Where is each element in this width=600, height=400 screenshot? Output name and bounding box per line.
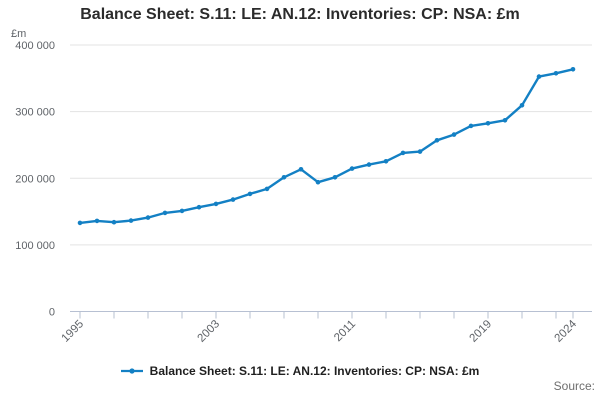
x-tick-label: 2003 [196, 318, 223, 345]
data-point-2021 [519, 103, 525, 108]
data-point-2022 [536, 74, 542, 79]
data-point-2003 [213, 201, 219, 207]
data-point-2001 [179, 208, 185, 214]
data-point-2023 [553, 71, 559, 76]
data-point-2002 [196, 204, 202, 210]
data-point-2018 [468, 123, 474, 129]
source-label: Source: [553, 379, 595, 393]
data-point-2004 [230, 197, 236, 202]
chart-title: Balance Sheet: S.11: LE: AN.12: Inventor… [80, 6, 520, 23]
y-tick-label: 200 000 [15, 173, 55, 185]
data-point-1997 [111, 219, 117, 225]
legend: Balance Sheet: S.11: LE: AN.12: Inventor… [0, 364, 600, 378]
data-point-1998 [128, 218, 134, 223]
data-point-2017 [451, 132, 457, 137]
data-point-2016 [434, 138, 440, 143]
data-point-2010 [332, 175, 338, 180]
y-tick-label: 100 000 [15, 240, 55, 252]
data-point-1996 [94, 218, 100, 224]
data-point-2012 [366, 162, 372, 167]
y-tick-label: 0 [49, 307, 55, 319]
series-line [78, 68, 575, 225]
data-point-2005 [247, 191, 253, 197]
data-point-2014 [400, 150, 406, 156]
data-point-1995 [77, 220, 83, 226]
data-point-2020 [502, 118, 508, 123]
data-point-2019 [485, 121, 491, 126]
data-point-2024 [570, 67, 576, 72]
x-tick-label: 2011 [332, 318, 358, 344]
data-point-2008 [298, 167, 304, 172]
data-point-2000 [162, 210, 168, 216]
x-tick-label: 1995 [60, 318, 87, 345]
legend-line-marker-icon [120, 368, 143, 374]
data-point-2009 [315, 179, 321, 185]
data-point-2013 [383, 159, 389, 164]
data-point-2007 [281, 175, 287, 180]
data-point-2011 [349, 166, 355, 171]
data-point-1999 [145, 215, 151, 220]
y-tick-label: 300 000 [15, 107, 55, 119]
y-tick-label: 400 000 [15, 40, 55, 52]
legend-label: Balance Sheet: S.11: LE: AN.12: Inventor… [149, 364, 480, 378]
data-point-2015 [417, 149, 423, 154]
data-point-2006 [264, 186, 270, 192]
line-chart: 0 100 000 200 000 300 000 400 000 1995 2003 201… [15, 40, 592, 345]
x-tick-label: 2024 [553, 318, 580, 345]
y-axis-unit-label: £m [11, 28, 27, 40]
x-tick-label: 2019 [468, 318, 495, 345]
